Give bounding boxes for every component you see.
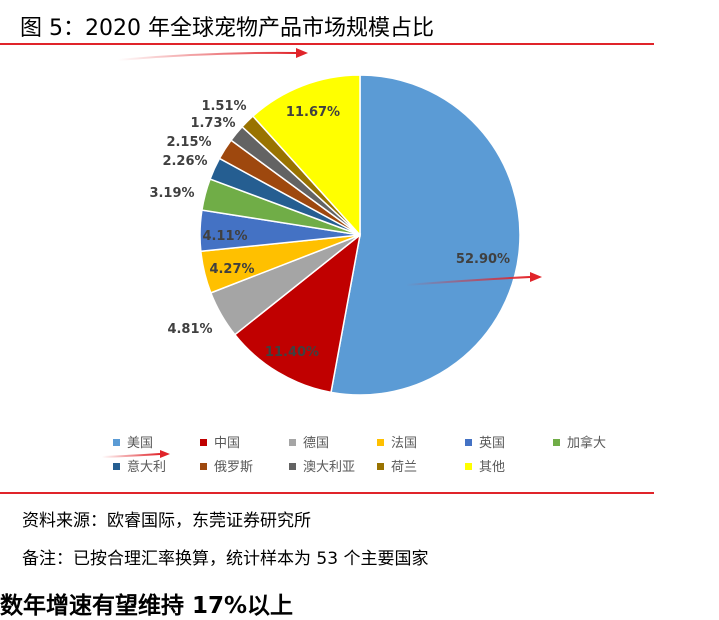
top-red-rule [0, 43, 654, 45]
annotation-arrows [101, 48, 542, 458]
red-arrow-us [405, 276, 531, 286]
legend-label: 加拿大 [567, 435, 606, 451]
slice-data-label: 4.11% [202, 229, 247, 244]
red-arrow-legend-head [160, 450, 170, 458]
red-arrow-title [117, 51, 297, 61]
legend-swatch [113, 439, 120, 446]
legend-label: 意大利 [127, 459, 166, 475]
slice-data-label: 52.90% [456, 252, 510, 267]
slice-data-label: 2.26% [162, 154, 207, 169]
legend-swatch [553, 439, 560, 446]
red-arrow-legend [101, 453, 161, 458]
legend-swatch [377, 463, 384, 470]
legend-label: 法国 [391, 436, 417, 451]
slice-data-label: 4.27% [209, 262, 254, 277]
next-section-heading: 数年增速有望维持 17%以上 [0, 593, 294, 619]
legend-label: 澳大利亚 [303, 459, 355, 475]
pie-slice-2 [233, 233, 362, 394]
legend-swatch [465, 463, 472, 470]
legend-label: 其他 [479, 460, 505, 475]
bottom-red-rule [0, 492, 654, 494]
legend-label: 德国 [303, 436, 329, 451]
slice-data-label: 3.19% [149, 186, 194, 201]
pie-chart: 52.90% 11.40% 4.81% 4.27% 4.11% 3.19% 2.26% 2.1… [101, 48, 606, 475]
red-arrow-us-head [530, 272, 542, 282]
legend-label: 美国 [127, 436, 153, 451]
remark-note: 备注：已按合理汇率换算，统计样本为 53 个主要国家 [22, 549, 429, 569]
legend-label: 英国 [479, 436, 505, 451]
slice-data-label: 1.51% [201, 99, 246, 114]
slice-data-label: 2.15% [166, 135, 211, 150]
slice-data-label: 11.40% [265, 345, 319, 360]
legend-swatch [289, 439, 296, 446]
source-note: 资料来源：欧睿国际，东莞证券研究所 [22, 511, 311, 531]
legend-swatch [200, 439, 207, 446]
slice-data-label: 4.81% [167, 322, 212, 337]
legend-label: 俄罗斯 [214, 460, 253, 475]
legend-swatch [113, 463, 120, 470]
legend-swatch [377, 439, 384, 446]
pie-slice-1 [330, 74, 521, 396]
legend-label: 中国 [214, 436, 240, 451]
pie-slice-11 [251, 74, 361, 237]
legend-swatch [465, 439, 472, 446]
slice-data-label: 1.73% [190, 116, 235, 131]
legend-swatch [289, 463, 296, 470]
red-arrow-title-head [296, 48, 308, 58]
legend-label: 荷兰 [391, 460, 417, 475]
slice-data-label: 11.67% [286, 105, 340, 120]
figure-title: 图 5：2020 年全球宠物产品市场规模占比 [20, 16, 434, 41]
legend-swatch [200, 463, 207, 470]
